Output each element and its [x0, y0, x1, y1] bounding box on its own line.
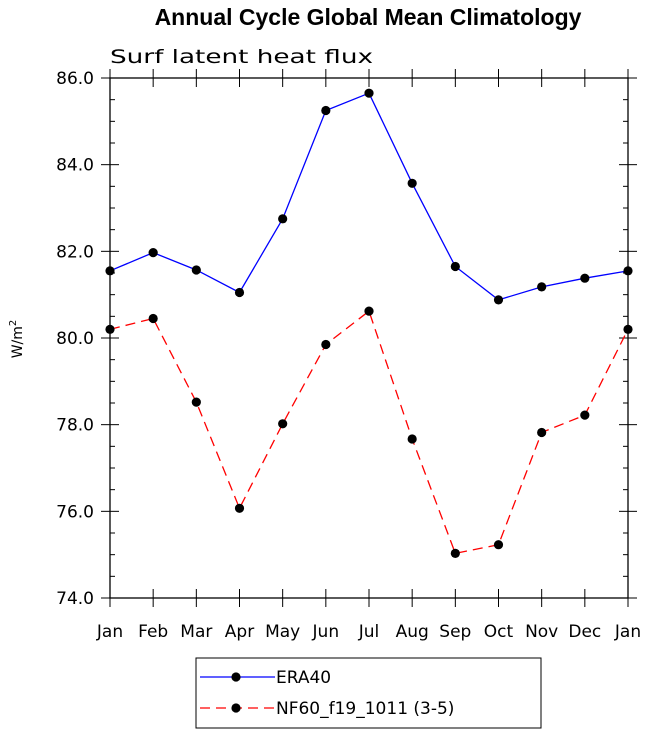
series-line-2: [109, 310, 629, 555]
series-2-point: [407, 434, 417, 444]
series-1-point: [191, 265, 201, 275]
series-1-point: [580, 273, 590, 283]
series-2-point: [493, 540, 504, 550]
series-1-point: [148, 248, 158, 258]
series-1-point: [364, 88, 374, 98]
series-layer: [105, 88, 633, 558]
legend-label-2: NF60_f19_1011 (3-5): [276, 699, 454, 719]
y-tick-label: 84.0: [56, 156, 94, 176]
series-2-point: [580, 410, 590, 420]
x-tick-label: Aug: [396, 622, 429, 642]
y-tick-label: 82.0: [56, 242, 94, 262]
y-axis-label-superscript: 2: [8, 320, 19, 326]
legend-marker-2: [231, 703, 241, 713]
series-1-point: [234, 287, 245, 298]
legend: ERA40 NF60_f19_1011 (3-5): [195, 657, 542, 729]
chart-title: Annual Cycle Global Mean Climatology: [155, 4, 582, 30]
chart-subtitle: Surf latent heat flux: [110, 46, 373, 68]
series-2-point: [148, 313, 158, 324]
legend-box: [195, 657, 542, 729]
axes: Jan Feb Mar Apr May Jun Jul Aug Sep Oct Nov Dec Jan7…: [56, 69, 641, 642]
x-tick-label: Apr: [225, 622, 254, 642]
series-line-1: [109, 92, 629, 301]
x-tick-label: Mar: [180, 622, 212, 642]
series-2-point: [537, 427, 547, 438]
legend-marker-1: [231, 672, 241, 682]
y-tick-label: 80.0: [56, 329, 94, 349]
series-1-point: [450, 261, 460, 272]
y-tick-label: 74.0: [56, 589, 94, 609]
series-2-point: [321, 339, 331, 350]
series-1-point: [278, 214, 288, 224]
svg-text:W/m2: W/m2: [8, 320, 26, 359]
y-axis-label-text: W/m: [10, 326, 26, 358]
x-tick-label: Dec: [568, 622, 601, 642]
x-tick-label: Jan: [96, 622, 123, 642]
series-1-point: [493, 295, 504, 305]
y-tick-label: 76.0: [56, 502, 94, 522]
x-tick-label: May: [265, 622, 300, 642]
series-2-point: [364, 306, 374, 316]
series-2-point: [450, 548, 460, 558]
series-1-point: [321, 105, 331, 116]
series-2-point: [278, 419, 288, 429]
x-tick-label: Sep: [439, 622, 471, 642]
plot-frame: [109, 77, 629, 599]
series-1-point: [407, 178, 417, 188]
legend-label-1: ERA40: [276, 668, 331, 688]
x-tick-label: Jun: [312, 622, 340, 642]
y-tick-label: 78.0: [56, 416, 94, 436]
series-2-point: [234, 503, 245, 513]
y-tick-label: 86.0: [56, 69, 94, 89]
series-1-point: [537, 282, 547, 292]
x-tick-label: Oct: [484, 622, 514, 642]
y-axis-label: W/m2: [8, 320, 26, 359]
series-2-point: [191, 397, 201, 407]
x-tick-label: Feb: [138, 622, 168, 642]
x-tick-label: Jan: [614, 622, 641, 642]
x-tick-label: Jul: [358, 622, 380, 642]
x-tick-label: Nov: [525, 622, 558, 642]
